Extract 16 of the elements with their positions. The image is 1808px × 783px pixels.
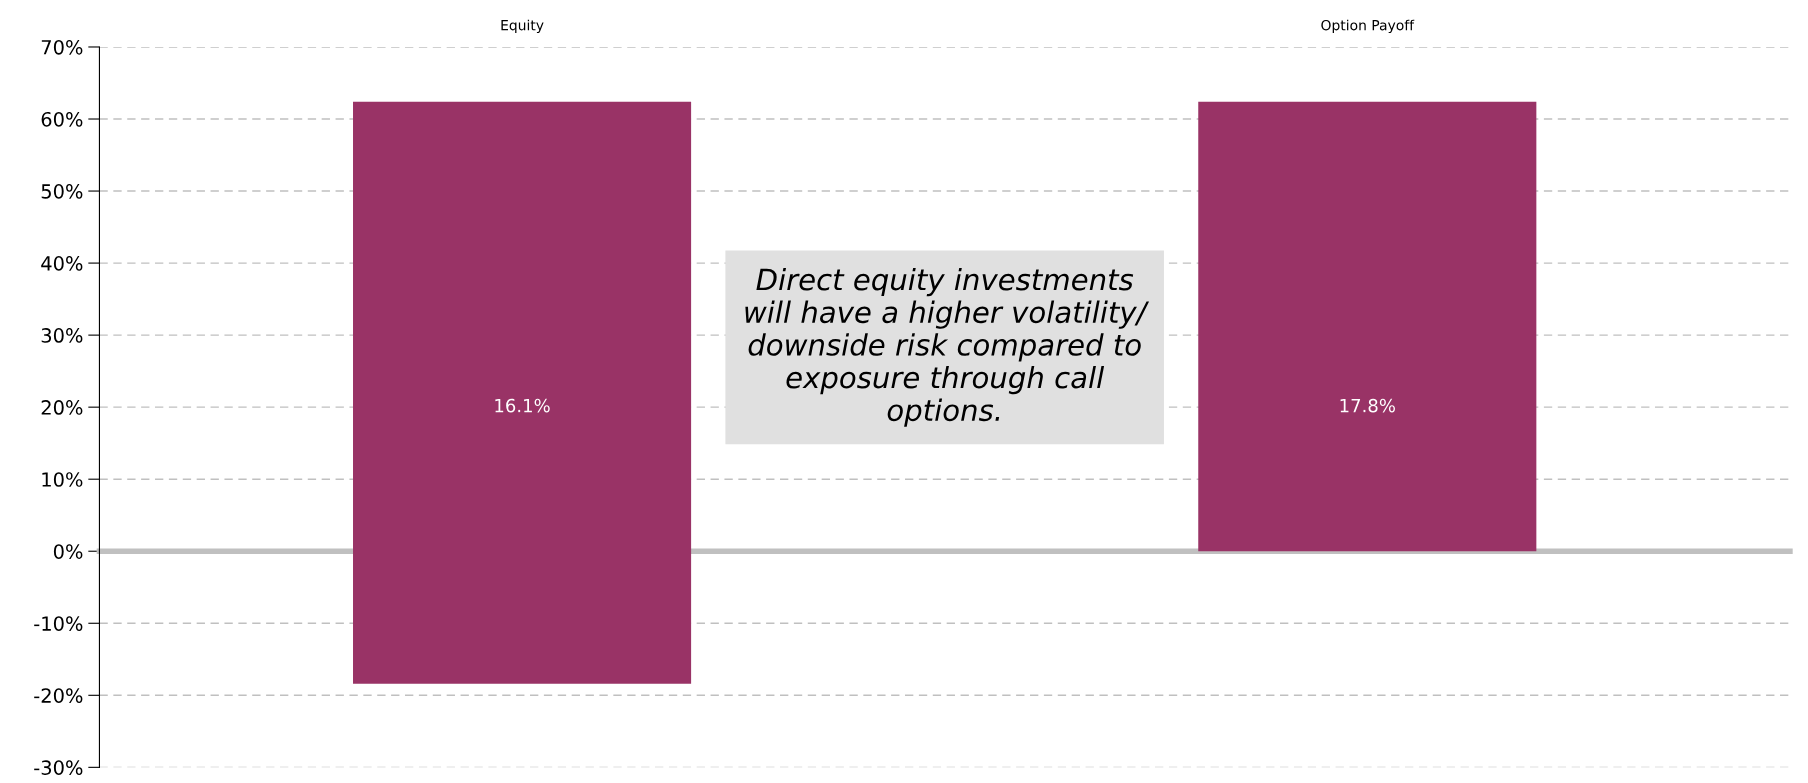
annotation: 17.8%: [1340, 398, 1395, 413]
y-tick-label: 10%: [42, 472, 83, 487]
y-tick-label: -10%: [34, 616, 83, 631]
y-tick-label: 40%: [41, 256, 83, 271]
y-tick-label: 60%: [41, 111, 83, 127]
y-tick-label: 70%: [41, 39, 83, 55]
x-tick-label: Equity: [501, 19, 544, 34]
x-tick-label: Option Payoff: [1321, 19, 1415, 34]
annotation: 16.1%: [495, 398, 550, 413]
y-tick-label: -20%: [34, 688, 83, 703]
y-tick-label: 30%: [41, 328, 83, 343]
y-tick-label: 50%: [41, 184, 83, 199]
y-tick-label: -30%: [34, 760, 83, 775]
annotation: Direct equity investments will have a higher volatility/ downside risk compared to exposure through call options.: [745, 267, 1150, 427]
y-tick-label: 0%: [53, 544, 83, 559]
y-tick-label: 20%: [41, 400, 83, 415]
